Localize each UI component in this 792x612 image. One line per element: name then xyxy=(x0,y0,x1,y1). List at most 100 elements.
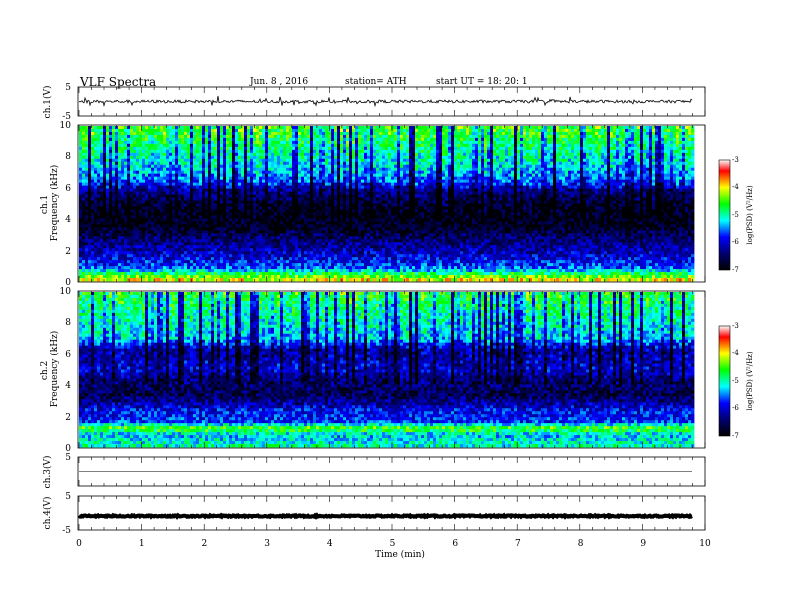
spectrogram-cell xyxy=(166,146,170,151)
spectrogram-cell xyxy=(88,170,92,175)
spectrogram-cell xyxy=(136,158,140,163)
spectrogram-cell xyxy=(247,197,251,201)
spectrogram-cell xyxy=(280,266,284,270)
spectrogram-cell xyxy=(355,140,359,145)
spectrogram-cell xyxy=(274,200,278,204)
spectrogram-cell xyxy=(211,143,215,148)
spectrogram-cell xyxy=(238,191,242,195)
spectrogram-cell xyxy=(145,173,149,178)
spectrogram-cell xyxy=(82,149,86,154)
spectrogram-cell xyxy=(310,158,314,163)
spectrogram-cell xyxy=(82,230,86,234)
spectrogram-cell xyxy=(178,260,182,264)
spectrogram-cell xyxy=(247,140,251,145)
spectrogram-cell xyxy=(325,164,329,169)
spectrogram-cell xyxy=(343,140,347,145)
spectrogram-cell xyxy=(121,155,125,160)
spectrogram-cell xyxy=(193,197,197,201)
spectrogram-cell xyxy=(115,128,119,133)
spectrogram-cell xyxy=(301,236,305,240)
spectrogram-cell xyxy=(313,248,317,252)
spectrogram-cell xyxy=(169,143,173,148)
spectrogram-cell xyxy=(283,197,287,201)
spectrogram-cell xyxy=(346,245,350,249)
spectrogram-cell xyxy=(166,257,170,261)
spectrogram-cell xyxy=(331,233,335,237)
spectrogram-cell xyxy=(346,251,350,255)
spectrogram-cell xyxy=(244,137,248,142)
spectrogram-cell xyxy=(268,248,272,252)
spectrogram-cell xyxy=(223,131,227,136)
spectrogram-cell xyxy=(262,140,266,145)
spectrogram-cell xyxy=(238,185,242,189)
spectrogram-cell xyxy=(154,230,158,234)
spectrogram-cell xyxy=(133,218,137,222)
spectrogram-cell xyxy=(235,278,239,282)
spectrogram-cell xyxy=(121,158,125,163)
spectrogram-cell xyxy=(322,227,326,231)
spectrogram-cell xyxy=(292,239,296,243)
spectrogram-cell xyxy=(109,269,113,273)
spectrogram-cell xyxy=(250,269,254,273)
spectrogram-cell xyxy=(298,152,302,157)
spectrogram-cell xyxy=(355,173,359,178)
spectrogram-cell xyxy=(232,197,236,201)
spectrogram-cell xyxy=(112,134,116,139)
spectrogram-cell xyxy=(190,239,194,243)
spectrogram-cell xyxy=(205,128,209,133)
spectrogram-cell xyxy=(127,200,131,204)
spectrogram-cell xyxy=(310,239,314,243)
spectrogram-cell xyxy=(250,257,254,261)
spectrogram-cell xyxy=(280,128,284,133)
spectrogram-cell xyxy=(214,215,218,219)
spectrogram-cell xyxy=(88,197,92,201)
spectrogram-cell xyxy=(223,197,227,201)
spectrogram-cell xyxy=(181,161,185,166)
spectrogram-cell xyxy=(340,185,344,189)
spectrogram-cell xyxy=(154,263,158,267)
spectrogram-cell xyxy=(337,203,341,207)
spectrogram-cell xyxy=(172,155,176,160)
spectrogram-cell xyxy=(208,185,212,189)
spectrogram-cell xyxy=(271,128,275,133)
spectrogram-cell xyxy=(187,242,191,246)
spectrogram-cell xyxy=(238,239,242,243)
spectrogram-cell xyxy=(100,140,104,145)
spectrogram-cell xyxy=(334,182,338,187)
spectrogram-cell xyxy=(199,266,203,270)
spectrogram-cell xyxy=(301,126,305,130)
spectrogram-cell xyxy=(97,134,101,139)
spectrogram-cell xyxy=(355,236,359,240)
spectrogram-cell xyxy=(295,152,299,157)
spectrogram-cell xyxy=(91,245,95,249)
spectrogram-cell xyxy=(121,248,125,252)
spectrogram-cell xyxy=(277,245,281,249)
spectrogram-cell xyxy=(166,251,170,255)
spectrogram-cell xyxy=(220,149,224,154)
spectrogram-cell xyxy=(358,263,362,267)
spectrogram-cell xyxy=(289,242,293,246)
spectrogram-cell xyxy=(151,275,155,279)
spectrogram-cell xyxy=(304,188,308,192)
spectrogram-cell xyxy=(358,126,362,130)
spectrogram-cell xyxy=(232,158,236,163)
spectrogram-cell xyxy=(313,128,317,133)
spectrogram-cell xyxy=(148,134,152,139)
spectrogram-cell xyxy=(208,218,212,222)
spectrogram-cell xyxy=(121,275,125,279)
spectrogram-cell xyxy=(334,206,338,210)
spectrogram-cell xyxy=(100,236,104,240)
spectrogram-cell xyxy=(283,182,287,187)
spectrogram-cell xyxy=(304,158,308,163)
spectrogram-cell xyxy=(79,233,83,237)
spectrogram-cell xyxy=(274,161,278,166)
spectrogram-cell xyxy=(265,239,269,243)
spectrogram-cell xyxy=(169,230,173,234)
spectrogram-cell xyxy=(163,254,167,258)
spectrogram-cell xyxy=(211,197,215,201)
spectrogram-cell xyxy=(247,248,251,252)
spectrogram-cell xyxy=(268,173,272,178)
spectrogram-cell xyxy=(166,167,170,172)
spectrogram-cell xyxy=(178,203,182,207)
spectrogram-cell xyxy=(307,179,311,184)
